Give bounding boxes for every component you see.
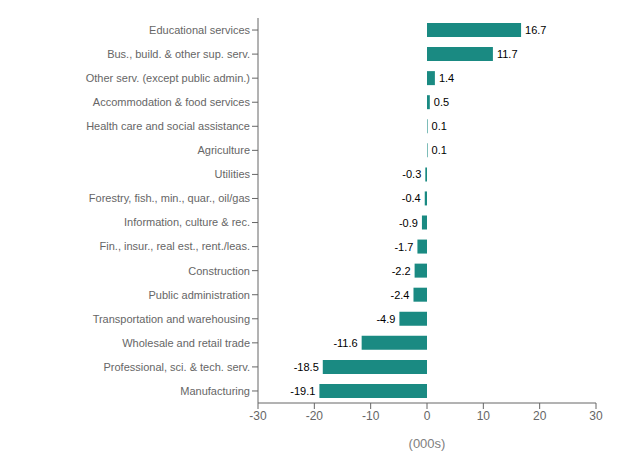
svg-text:Bus., build. & other sup. serv: Bus., build. & other sup. serv. [107, 48, 250, 60]
svg-text:30: 30 [589, 409, 603, 423]
svg-text:-19.1: -19.1 [290, 385, 315, 397]
svg-text:-20: -20 [306, 409, 324, 423]
svg-text:-18.5: -18.5 [294, 361, 319, 373]
svg-text:0: 0 [424, 409, 431, 423]
svg-text:Public administration: Public administration [149, 289, 251, 301]
svg-text:0.5: 0.5 [434, 96, 449, 108]
svg-text:Transportation and warehousing: Transportation and warehousing [93, 313, 250, 325]
svg-text:Manufacturing: Manufacturing [180, 385, 250, 397]
svg-text:10: 10 [477, 409, 491, 423]
svg-text:Fin., insur., real est., rent.: Fin., insur., real est., rent./leas. [100, 240, 250, 252]
svg-text:16.7: 16.7 [525, 24, 546, 36]
svg-text:-11.6: -11.6 [333, 337, 357, 349]
svg-text:0.1: 0.1 [432, 144, 447, 156]
svg-text:Health care and social assista: Health care and social assistance [86, 120, 250, 132]
svg-text:Forestry, fish., min., quar.,: Forestry, fish., min., quar., oil/gas [89, 192, 251, 204]
svg-text:Accommodation & food services: Accommodation & food services [93, 96, 251, 108]
svg-text:Agriculture: Agriculture [197, 144, 250, 156]
svg-text:(000s): (000s) [409, 436, 446, 451]
svg-text:-10: -10 [362, 409, 380, 423]
svg-text:Information, culture & rec.: Information, culture & rec. [124, 216, 250, 228]
svg-text:0.1: 0.1 [432, 120, 447, 132]
svg-text:-2.4: -2.4 [391, 289, 410, 301]
svg-text:Other serv. (except public adm: Other serv. (except public admin.) [86, 72, 250, 84]
svg-text:1.4: 1.4 [439, 72, 454, 84]
svg-text:Wholesale and retail trade: Wholesale and retail trade [122, 337, 250, 349]
svg-text:-2.2: -2.2 [392, 265, 411, 277]
svg-text:Educational services: Educational services [149, 24, 250, 36]
svg-text:Utilities: Utilities [215, 168, 251, 180]
svg-text:-4.9: -4.9 [376, 313, 395, 325]
svg-text:11.7: 11.7 [497, 48, 518, 60]
svg-text:-1.7: -1.7 [394, 241, 413, 253]
svg-text:Construction: Construction [188, 265, 250, 277]
svg-text:20: 20 [533, 409, 547, 423]
svg-text:-30: -30 [249, 409, 267, 423]
svg-text:-0.3: -0.3 [402, 168, 421, 180]
svg-text:-0.4: -0.4 [402, 192, 421, 204]
svg-text:-0.9: -0.9 [399, 217, 418, 229]
svg-text:Professional, sci. & tech. ser: Professional, sci. & tech. serv. [103, 361, 250, 373]
